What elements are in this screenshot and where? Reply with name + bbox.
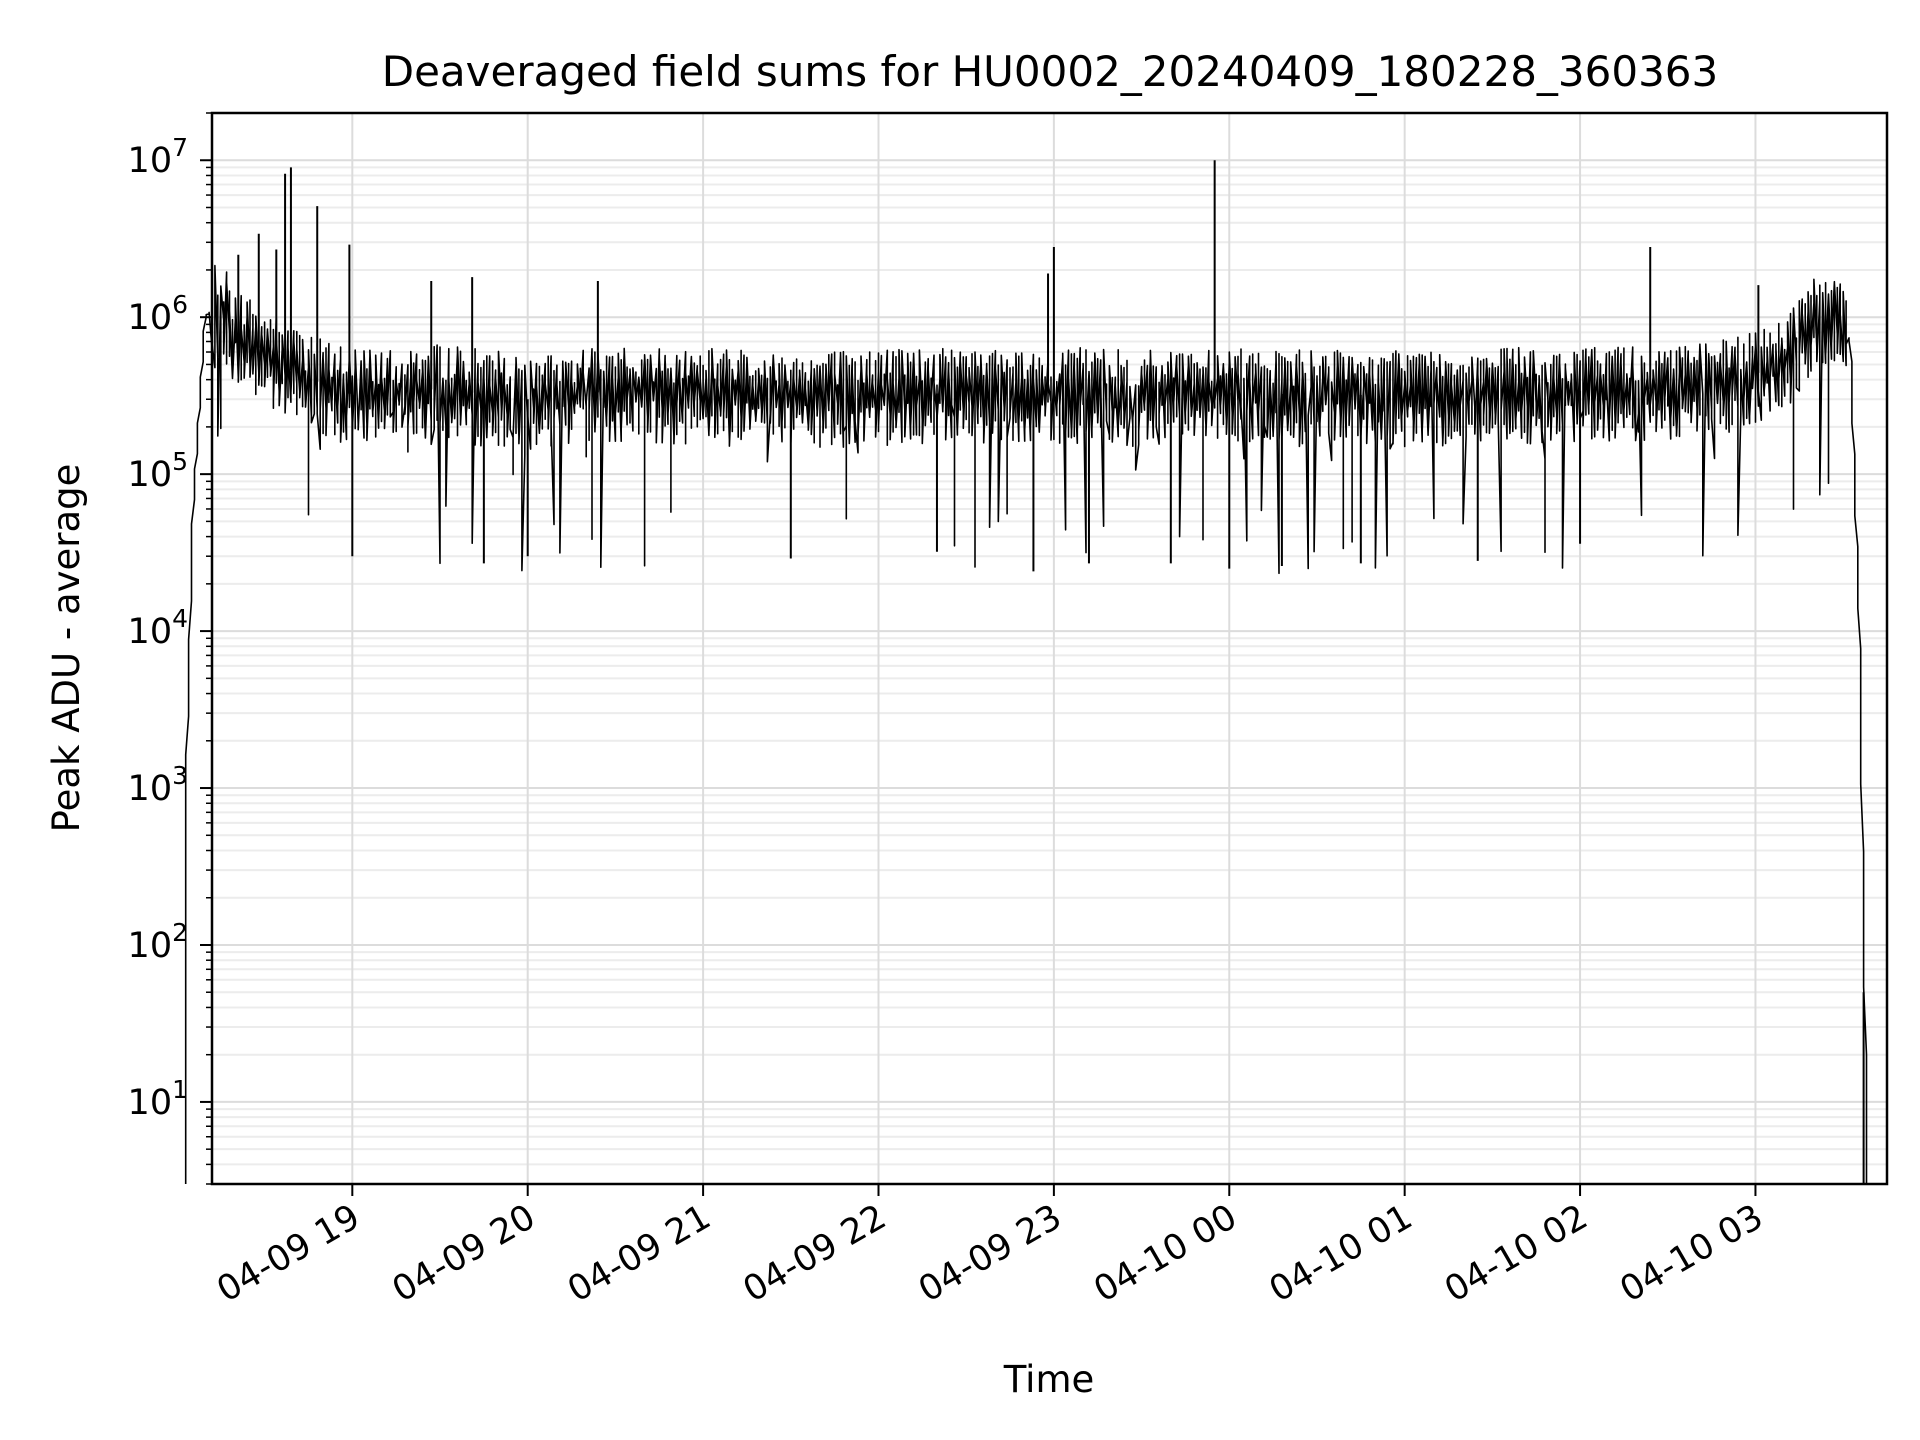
y-tick-exponent: 7 — [172, 133, 188, 162]
y-tick-exponent: 5 — [172, 447, 188, 476]
chart-title: Deaveraged field sums for HU0002_2024040… — [382, 47, 1719, 96]
y-tick-label: 106 — [128, 290, 188, 338]
series-dips — [351, 390, 1582, 572]
y-tick-base: 10 — [128, 612, 173, 652]
y-tick-base: 10 — [128, 141, 173, 181]
y-tick-exponent: 1 — [172, 1075, 188, 1104]
grid-lines — [206, 112, 1887, 1185]
y-tick-exponent: 3 — [172, 761, 188, 790]
y-tick-label: 104 — [128, 604, 188, 652]
y-tick-base: 10 — [128, 455, 173, 495]
y-tick-exponent: 4 — [172, 604, 188, 633]
y-tick-label: 105 — [128, 447, 188, 495]
plot-background — [212, 113, 1887, 1184]
y-tick-base: 10 — [128, 298, 173, 338]
y-tick-label: 102 — [128, 918, 188, 966]
y-tick-label: 101 — [128, 1075, 188, 1123]
plot-frame — [210, 111, 1889, 1186]
y-tick-label: 107 — [128, 133, 188, 181]
y-tick-label: 103 — [128, 761, 188, 809]
y-axis-title: Peak ADU - average — [45, 464, 88, 833]
y-tick-exponent: 2 — [172, 918, 188, 947]
y-tick-exponent: 6 — [172, 290, 188, 319]
series-line — [184, 264, 1868, 1184]
series-spikes — [237, 160, 1865, 1184]
y-tick-base: 10 — [128, 926, 173, 966]
y-tick-base: 10 — [128, 1083, 173, 1123]
x-axis-title: Time — [1003, 1358, 1095, 1401]
y-tick-base: 10 — [128, 769, 173, 809]
